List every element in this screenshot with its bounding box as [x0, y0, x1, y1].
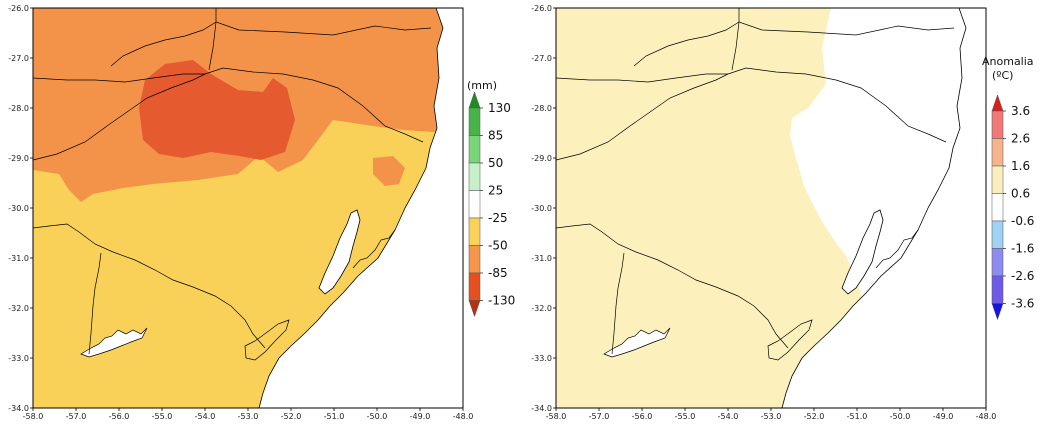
precip-colorbar-segment	[468, 190, 481, 219]
temp-y-tick-label: -26.0	[531, 4, 552, 13]
precip-x-tick-label: -48.0	[453, 412, 474, 421]
precip-colorbar-segment	[468, 245, 481, 274]
temp-x-tick-label: -51.0	[847, 412, 868, 421]
temp-y-tick-label: -29.0	[531, 154, 552, 163]
temp-x-tick-label: -54.0	[718, 412, 739, 421]
precip-colorbar-label: -85	[488, 266, 508, 280]
temp-x-tick-label: -53.0	[761, 412, 782, 421]
precip-coast-orange-spot	[373, 156, 405, 186]
precip-x-tick-label: -49.0	[410, 412, 431, 421]
temp-colorbar-label: 2.6	[1011, 132, 1030, 146]
temp-colorbar-label: 0.6	[1011, 187, 1030, 201]
precip-colorbar-unit: (mm)	[467, 79, 497, 92]
precip-colorbar-top-arrow	[468, 91, 481, 109]
precip-colorbar-label: -130	[488, 294, 515, 308]
temp-x-tick-label: -49.0	[933, 412, 954, 421]
temp-y-tick-label: -30.0	[531, 204, 552, 213]
temp-colorbar-title: Anomalia	[982, 55, 1034, 68]
precip-x-axis: -58.0 -57.0 -56.0 -55.0 -54.0 -53.0 -52.0 -51.0…	[23, 408, 474, 421]
precip-colorbar-label: 130	[488, 101, 511, 115]
temp-x-tick-label: -58.0	[546, 412, 567, 421]
temp-map-panel: -58.0 -57.0 -56.0 -55.0 -54.0 -53.0 -52.0 -51.0…	[531, 4, 996, 421]
temp-y-axis: -26.0 -27.0 -28.0 -29.0 -30.0 -31.0 -32.0 -33.0…	[531, 4, 556, 413]
temp-colorbar: Anomalia (ºC) 3.6 2.6 1.6 0.6 -0.6 -1.6 -2.6 -3…	[982, 55, 1034, 321]
temp-colorbar-label: -2.6	[1011, 269, 1034, 283]
precip-x-tick-label: -52.0	[281, 412, 302, 421]
precip-y-tick-label: -34.0	[8, 404, 29, 413]
temp-colorbar-label: 1.6	[1011, 159, 1030, 173]
precip-colorbar-label: -50	[488, 239, 508, 253]
precip-x-tick-label: -54.0	[195, 412, 216, 421]
precip-colorbar-segment	[468, 107, 481, 136]
precip-colorbar-segment	[468, 272, 481, 301]
precip-colorbar-segment	[468, 162, 481, 191]
precip-x-tick-label: -56.0	[109, 412, 130, 421]
temp-colorbar-label: -0.6	[1011, 214, 1034, 228]
temp-x-tick-label: -57.0	[589, 412, 610, 421]
precip-x-tick-label: -50.0	[367, 412, 388, 421]
temp-colorbar-segment	[991, 275, 1004, 304]
precip-y-tick-label: -29.0	[8, 154, 29, 163]
temp-colorbar-unit: (ºC)	[992, 69, 1013, 82]
precip-y-tick-label: -28.0	[8, 104, 29, 113]
temp-x-tick-label: -48.0	[976, 412, 997, 421]
precip-deficit-minus85-area	[139, 60, 295, 160]
temp-y-tick-label: -32.0	[531, 304, 552, 313]
temp-colorbar-segment	[991, 220, 1004, 249]
temp-y-tick-label: -34.0	[531, 404, 552, 413]
precip-colorbar-segment	[468, 217, 481, 246]
precip-y-tick-label: -31.0	[8, 254, 29, 263]
temp-colorbar-label: -1.6	[1011, 242, 1034, 256]
precip-colorbar-label: 25	[488, 184, 503, 198]
precip-map-panel: -58.0 -57.0 -56.0 -55.0 -54.0 -53.0 -52.0 -51.0…	[8, 4, 473, 421]
precip-y-tick-label: -30.0	[8, 204, 29, 213]
temp-colorbar-segment	[991, 248, 1004, 277]
temp-y-tick-label: -28.0	[531, 104, 552, 113]
temp-colorbar-label: 3.6	[1011, 104, 1030, 118]
precip-colorbar-segment	[468, 135, 481, 164]
precip-colorbar-label: 85	[488, 129, 503, 143]
precip-colorbar: (mm) 130 85 50 25 -25 -50 -85 -130	[467, 79, 515, 318]
precip-y-tick-label: -26.0	[8, 4, 29, 13]
temp-x-tick-label: -55.0	[675, 412, 696, 421]
temp-colorbar-segment	[991, 110, 1004, 139]
temp-colorbar-top-arrow	[991, 94, 1004, 112]
precip-x-tick-label: -55.0	[152, 412, 173, 421]
temp-x-tick-label: -52.0	[804, 412, 825, 421]
precip-x-tick-label: -51.0	[324, 412, 345, 421]
precip-x-tick-label: -58.0	[23, 412, 44, 421]
temp-y-tick-label: -31.0	[531, 254, 552, 263]
precip-colorbar-label: -25	[488, 211, 508, 225]
precip-colorbar-bottom-arrow	[468, 300, 481, 318]
precip-x-tick-label: -53.0	[238, 412, 259, 421]
temp-colorbar-segment	[991, 138, 1004, 167]
temp-x-axis: -58.0 -57.0 -56.0 -55.0 -54.0 -53.0 -52.0 -51.0…	[546, 408, 997, 421]
precip-x-tick-label: -57.0	[66, 412, 87, 421]
temp-colorbar-segment	[991, 193, 1004, 222]
precip-y-tick-label: -33.0	[8, 354, 29, 363]
temp-x-tick-label: -56.0	[632, 412, 653, 421]
temp-colorbar-bottom-arrow	[991, 303, 1004, 321]
temp-y-tick-label: -33.0	[531, 354, 552, 363]
precip-y-axis: -26.0 -27.0 -28.0 -29.0 -30.0 -31.0 -32.0 -33.0…	[8, 4, 33, 413]
temp-y-tick-label: -27.0	[531, 54, 552, 63]
temp-x-tick-label: -50.0	[890, 412, 911, 421]
precip-colorbar-label: 50	[488, 156, 503, 170]
temp-colorbar-segment	[991, 165, 1004, 194]
precip-y-tick-label: -32.0	[8, 304, 29, 313]
temp-colorbar-label: -3.6	[1011, 297, 1034, 311]
precip-y-tick-label: -27.0	[8, 54, 29, 63]
